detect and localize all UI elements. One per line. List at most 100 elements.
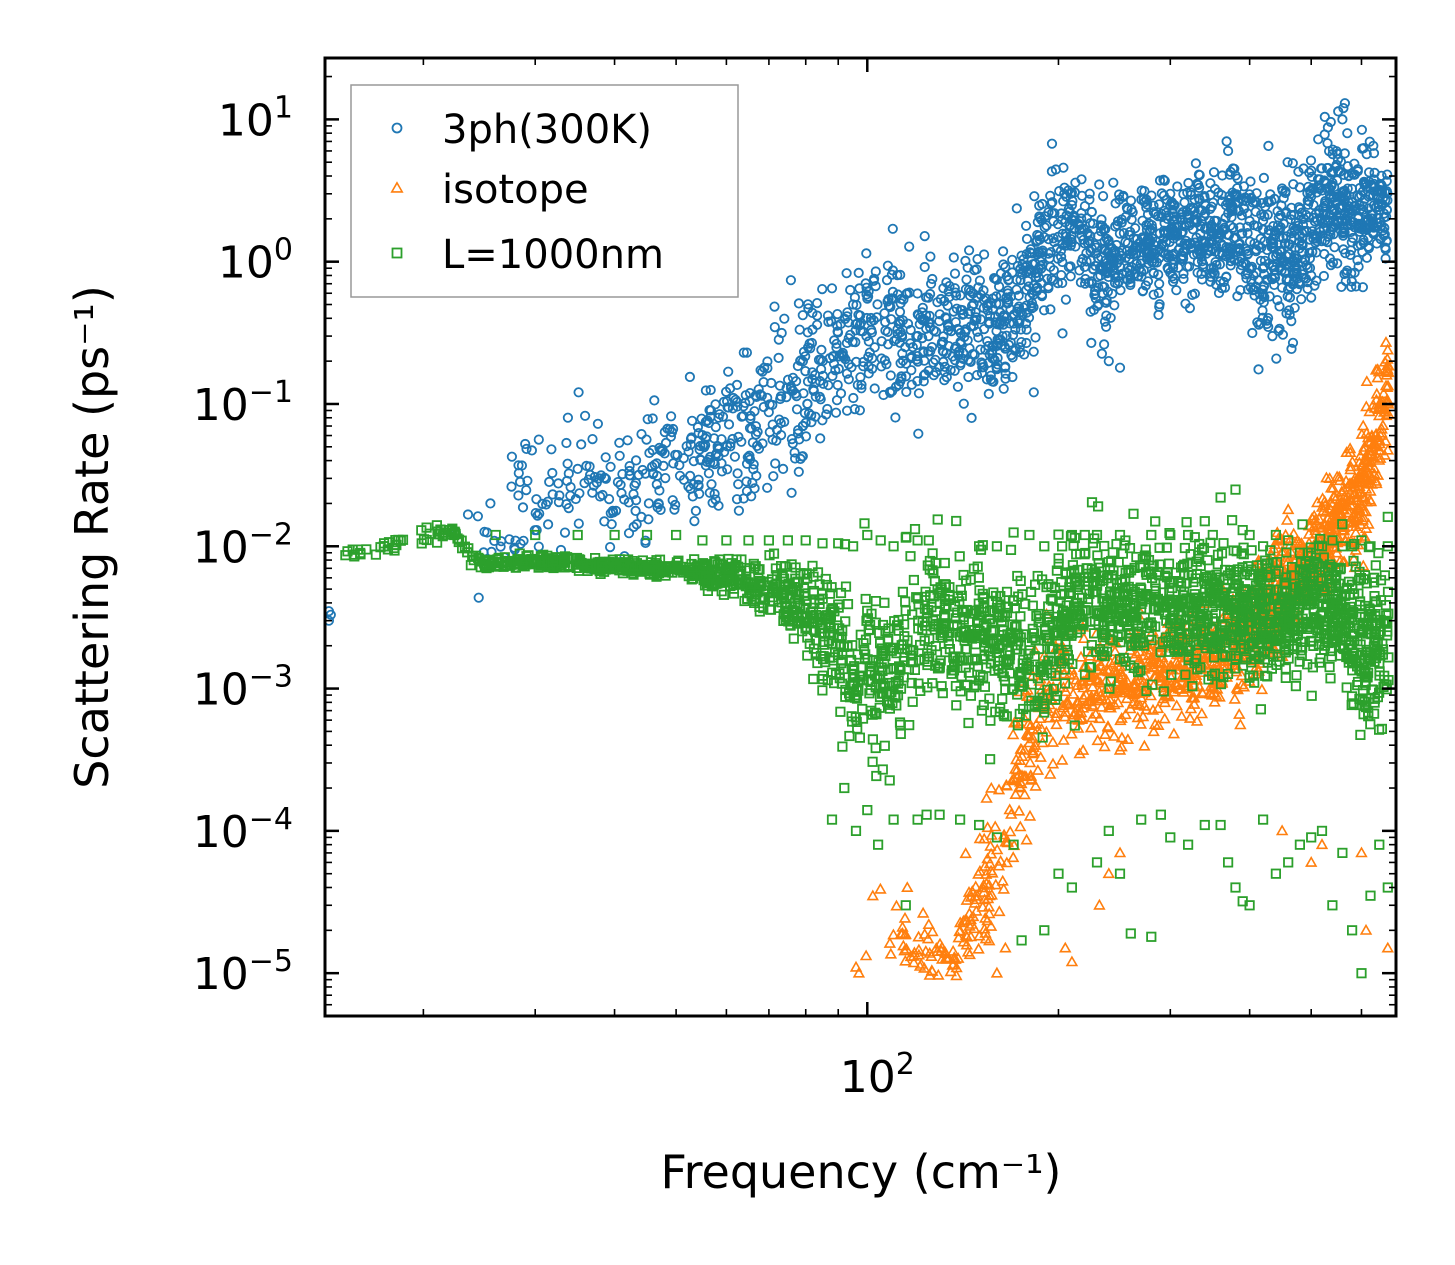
data-point — [1319, 111, 1330, 123]
data-point — [941, 277, 952, 288]
data-point — [1286, 343, 1297, 354]
data-point — [879, 308, 890, 319]
data-point — [1382, 169, 1393, 180]
data-point — [841, 268, 852, 279]
data-point — [562, 458, 573, 469]
data-point — [1206, 225, 1218, 236]
data-point — [1197, 274, 1208, 285]
data-point — [1036, 247, 1048, 258]
data-point — [741, 347, 753, 358]
data-point — [1086, 337, 1097, 348]
data-point — [883, 300, 895, 311]
data-point — [574, 488, 585, 499]
data-point — [1251, 246, 1262, 257]
data-point — [587, 433, 598, 445]
data-point — [1287, 337, 1299, 348]
data-point — [554, 490, 565, 501]
data-point — [683, 481, 694, 492]
data-point — [1021, 233, 1033, 244]
data-point — [766, 377, 777, 389]
data-point — [767, 434, 778, 445]
data-point — [667, 495, 678, 506]
data-point — [777, 463, 789, 474]
data-point — [779, 313, 790, 324]
data-point — [1250, 206, 1261, 217]
data-point — [948, 252, 959, 263]
data-point — [912, 375, 923, 387]
data-point — [913, 428, 924, 439]
data-point — [1211, 259, 1222, 271]
data-point — [581, 460, 592, 471]
data-point — [1081, 256, 1092, 267]
data-point — [1193, 179, 1204, 191]
data-point — [923, 292, 934, 303]
data-point — [854, 405, 866, 416]
data-point — [1227, 163, 1239, 174]
data-point — [976, 357, 987, 368]
data-point — [1318, 270, 1330, 282]
data-point — [1304, 253, 1316, 264]
data-point — [854, 283, 865, 294]
data-point — [1098, 191, 1109, 202]
data-point — [686, 415, 698, 426]
data-point — [526, 445, 538, 456]
data-point — [1001, 330, 1012, 341]
data-point — [1060, 294, 1072, 305]
data-point — [749, 483, 760, 494]
data-point — [815, 394, 826, 405]
data-point — [876, 353, 887, 364]
data-point — [800, 417, 811, 428]
data-point — [932, 297, 943, 308]
data-point — [1301, 225, 1312, 236]
data-point — [1030, 332, 1041, 343]
data-point — [775, 429, 787, 441]
data-point — [1175, 212, 1186, 223]
data-point — [829, 335, 840, 346]
data-point — [559, 527, 571, 538]
data-point — [1120, 211, 1131, 222]
data-point — [782, 374, 794, 385]
data-point — [789, 447, 800, 458]
data-point — [1046, 138, 1058, 149]
data-point — [1000, 261, 1011, 273]
data-point — [1371, 238, 1382, 249]
data-point — [600, 452, 611, 463]
data-point — [647, 413, 658, 424]
data-point — [1380, 242, 1391, 253]
data-point — [742, 452, 753, 463]
data-point — [869, 383, 880, 394]
data-point — [774, 380, 786, 391]
data-point — [969, 265, 980, 276]
data-point — [608, 507, 619, 518]
data-point — [672, 449, 683, 461]
data-point — [907, 342, 918, 353]
data-point — [643, 498, 655, 509]
data-point — [1314, 224, 1325, 235]
data-point — [1368, 148, 1380, 159]
data-point — [960, 255, 971, 266]
data-point — [588, 480, 600, 491]
data-point — [1017, 269, 1028, 280]
data-point — [950, 290, 962, 301]
data-point — [606, 519, 617, 530]
data-point — [1368, 140, 1379, 151]
data-point — [927, 273, 938, 285]
data-point — [516, 460, 528, 471]
data-point — [773, 352, 784, 363]
data-point — [532, 510, 543, 521]
data-point — [683, 446, 694, 457]
data-point — [749, 406, 760, 417]
data-point — [1341, 190, 1352, 201]
data-point — [1345, 249, 1356, 260]
data-point — [867, 363, 878, 374]
data-point — [1010, 324, 1021, 335]
data-point — [938, 356, 949, 367]
data-point — [895, 358, 906, 369]
data-point — [800, 365, 811, 377]
data-point — [901, 386, 912, 397]
data-point — [489, 535, 500, 547]
data-point — [795, 453, 806, 464]
data-point — [1059, 182, 1070, 193]
data-point — [1122, 262, 1133, 274]
data-point — [1332, 258, 1343, 269]
